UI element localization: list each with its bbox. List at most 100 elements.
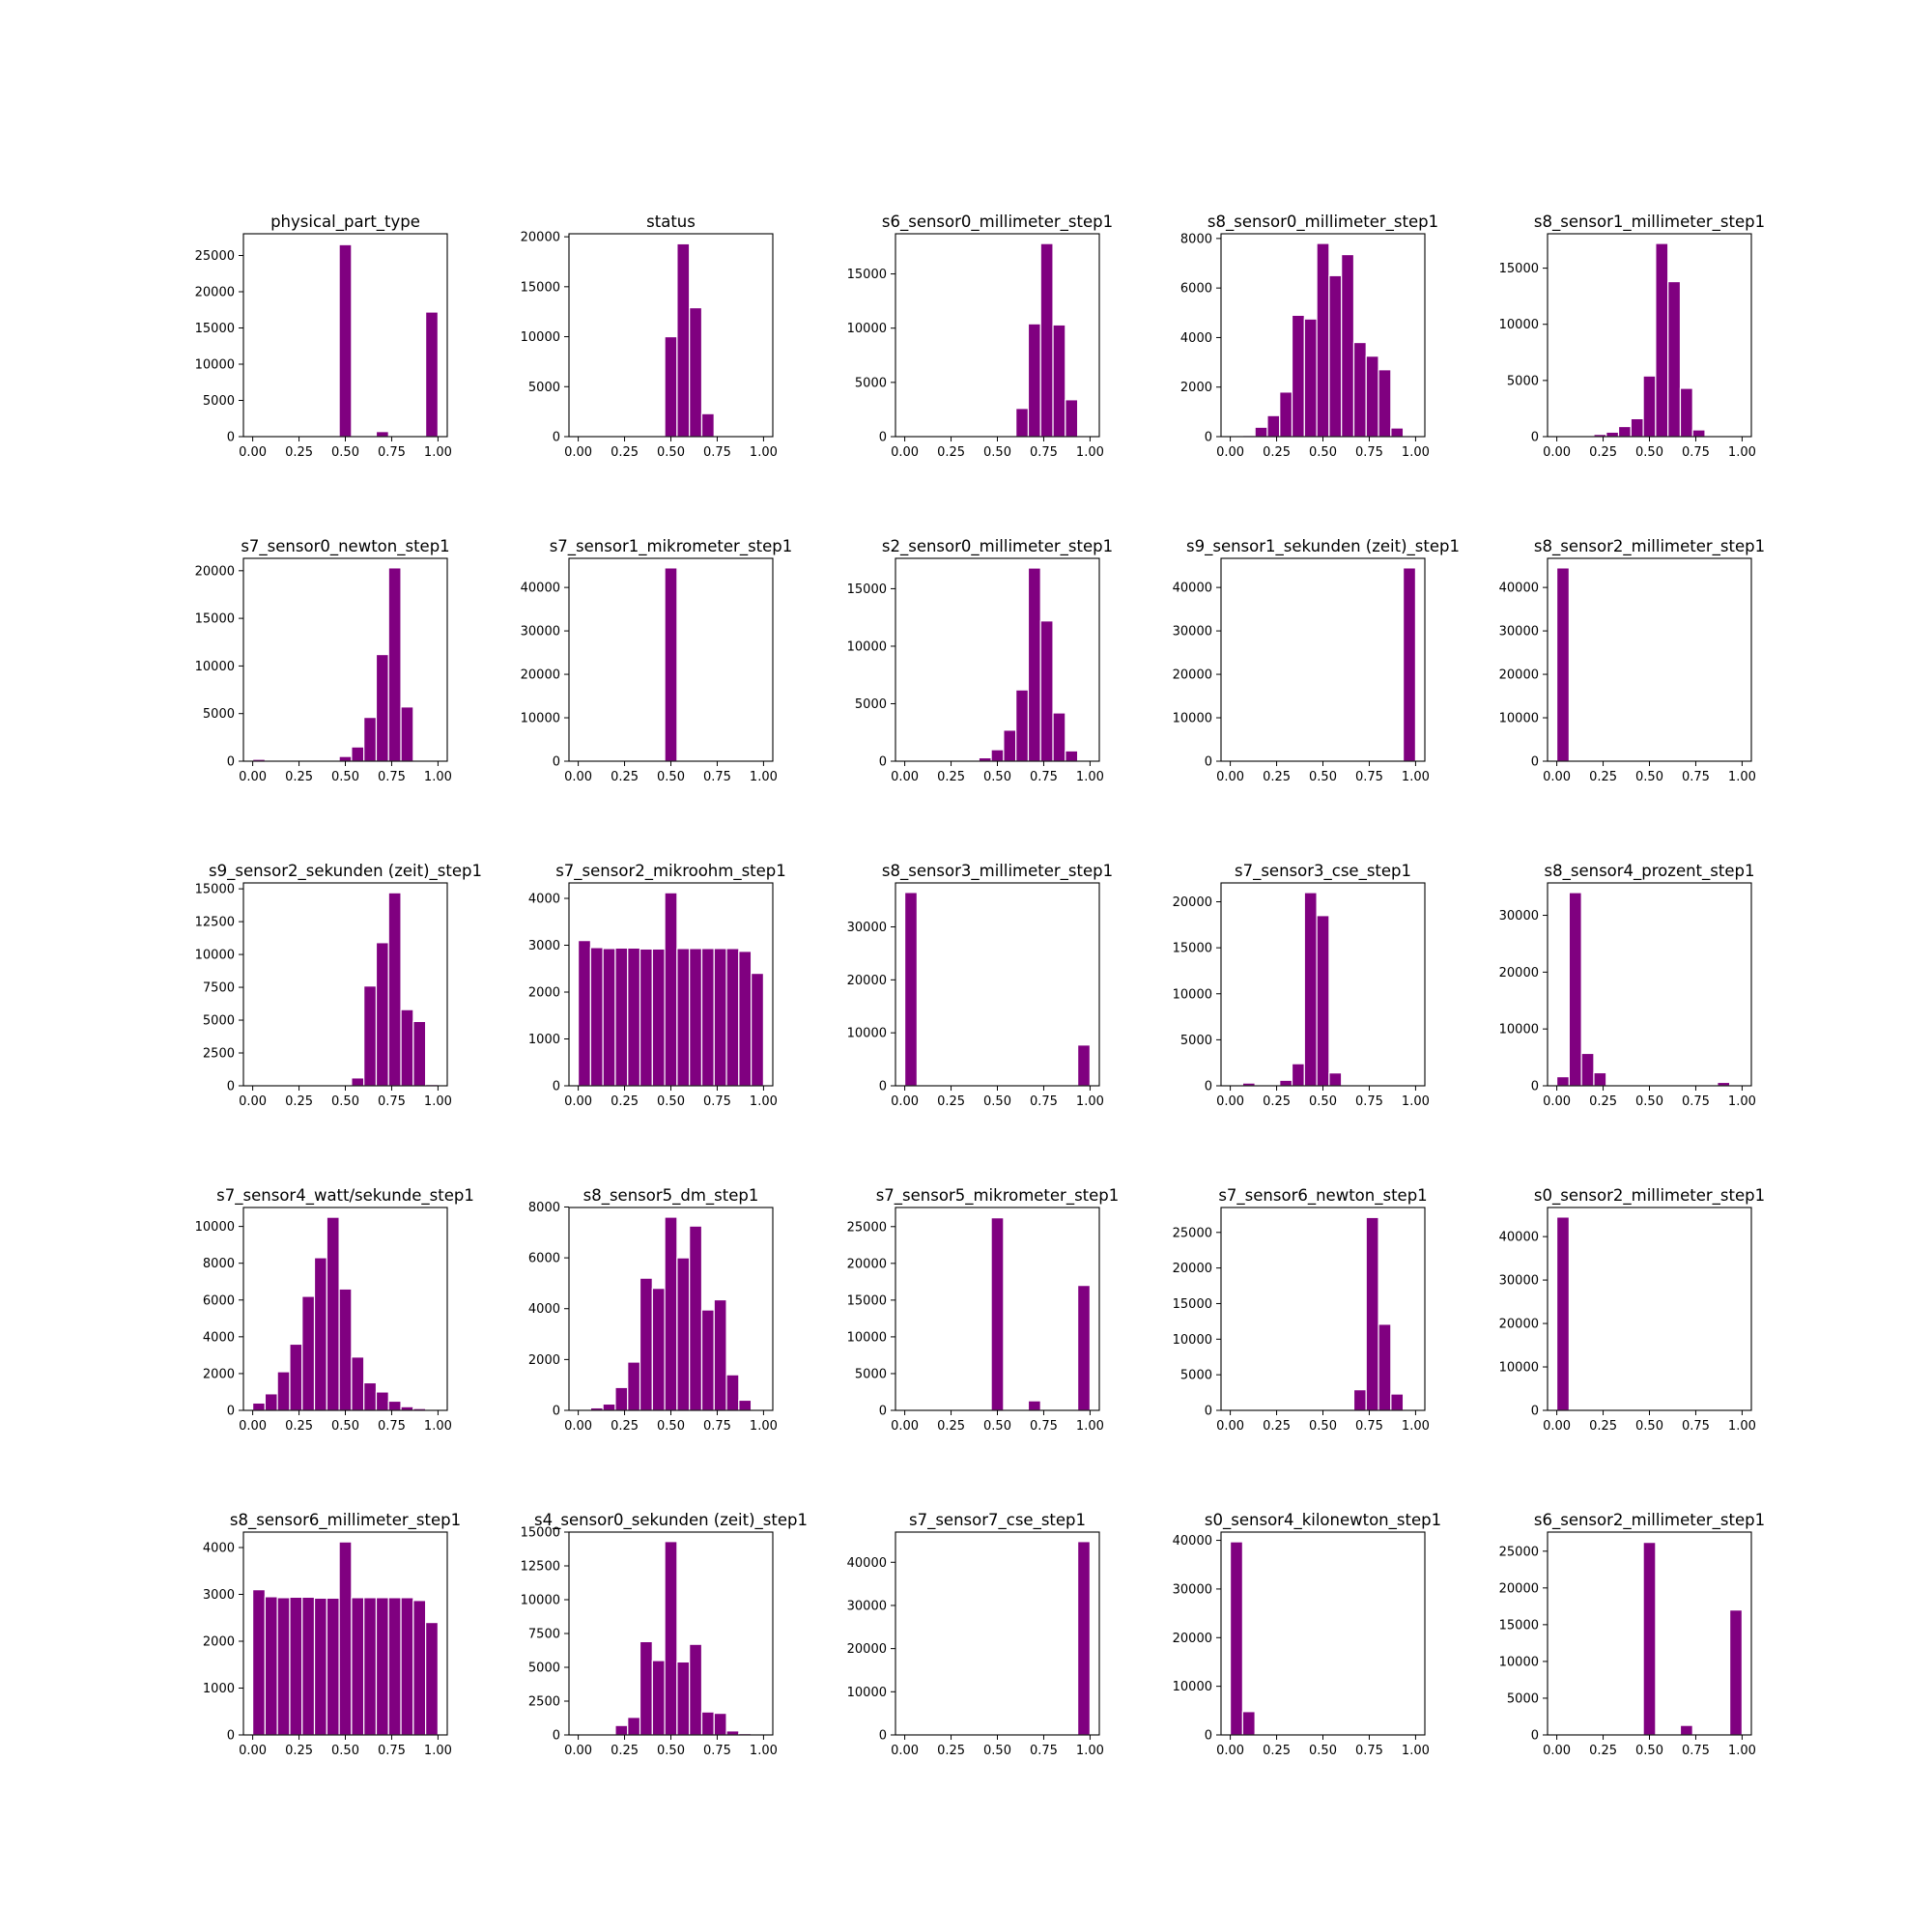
histogram-bar [301, 1295, 316, 1411]
x-tick-label: 1.00 [424, 770, 452, 784]
y-tick-label: 0 [553, 431, 560, 445]
histogram-bar [1679, 387, 1693, 438]
x-tick-label: 0.75 [1355, 445, 1383, 460]
histogram-bar [400, 1009, 414, 1087]
histogram-bar [264, 1393, 278, 1411]
subplot-title: s9_sensor2_sekunden (zeit)_step1 [209, 862, 482, 881]
y-tick-label: 40000 [847, 1556, 887, 1571]
histogram-bar [251, 1402, 266, 1411]
y-tick-label: 40000 [1173, 1534, 1212, 1548]
histogram-panel-24: 0.00 0.25 0.50 0.75 1.00 0 10000 20000 30000 4000… [1173, 1511, 1441, 1758]
x-tick-label: 0.75 [1682, 770, 1710, 784]
histogram-bar [1390, 427, 1405, 438]
histogram-bar [425, 311, 439, 438]
y-tick-label: 4000 [203, 1542, 235, 1556]
histogram-bar [725, 1374, 740, 1411]
y-tick-label: 2000 [528, 1353, 560, 1368]
histogram-bar [400, 1597, 414, 1736]
histogram-bar [700, 1711, 715, 1736]
x-tick-label: 0.25 [1589, 1419, 1617, 1434]
histogram-bar [639, 948, 653, 1087]
x-tick-label: 0.25 [611, 1094, 639, 1109]
y-tick-label: 15000 [847, 268, 887, 282]
y-tick-label: 0 [879, 1405, 887, 1419]
histogram-bar [375, 942, 389, 1087]
histogram-bar [700, 948, 715, 1087]
histogram-panel-15: 0.00 0.25 0.50 0.75 1.00 0 10000 20000 30000 s8_s… [1499, 862, 1756, 1109]
histogram-bar [1580, 1052, 1595, 1087]
y-tick-label: 30000 [847, 921, 887, 935]
histogram-bar [627, 1717, 641, 1736]
histogram-bar [689, 1225, 703, 1411]
x-tick-label: 0.00 [891, 1419, 919, 1434]
histogram-bar [375, 1391, 389, 1411]
x-tick-label: 0.50 [1635, 1744, 1663, 1758]
x-tick-label: 0.75 [1355, 1094, 1383, 1109]
x-tick-label: 0.00 [564, 1419, 592, 1434]
y-tick-label: 0 [879, 1729, 887, 1744]
histogram-panel-19: 0.00 0.25 0.50 0.75 1.00 0 5000 10000 15000 20000… [1173, 1186, 1430, 1434]
y-tick-label: 0 [1205, 1405, 1212, 1419]
histogram-bar [1352, 341, 1367, 438]
histogram-bar [689, 306, 703, 438]
histogram-bar [1015, 408, 1030, 438]
x-tick-label: 0.00 [1216, 770, 1244, 784]
histogram-bar [1077, 1044, 1091, 1087]
histogram-bar [664, 1216, 678, 1411]
y-tick-label: 1000 [528, 1033, 560, 1047]
x-tick-label: 1.00 [1402, 1419, 1430, 1434]
y-tick-label: 30000 [1499, 909, 1539, 923]
y-tick-label: 15000 [1499, 262, 1539, 276]
y-tick-label: 15000 [1499, 1618, 1539, 1633]
y-tick-label: 20000 [1499, 1581, 1539, 1596]
x-tick-label: 1.00 [424, 445, 452, 460]
y-tick-label: 10000 [847, 1330, 887, 1345]
x-tick-label: 0.25 [1589, 770, 1617, 784]
x-tick-label: 0.25 [1589, 1094, 1617, 1109]
histogram-bar [251, 1589, 266, 1736]
x-tick-label: 0.00 [1543, 445, 1571, 460]
y-tick-label: 0 [1205, 755, 1212, 770]
x-tick-label: 0.75 [378, 1094, 406, 1109]
subplot-panels: 0.00 0.25 0.50 0.75 1.0005000100001500020000… [195, 213, 1765, 1758]
y-tick-label: 10000 [521, 330, 560, 345]
x-tick-label: 0.25 [937, 770, 965, 784]
y-tick-label: 8000 [528, 1201, 560, 1215]
histogram-bar [1052, 324, 1066, 438]
subplot-title: s0_sensor2_millimeter_step1 [1534, 1186, 1765, 1206]
y-tick-label: 0 [1531, 1080, 1539, 1094]
x-tick-label: 0.25 [1263, 1744, 1291, 1758]
x-tick-label: 0.50 [1635, 445, 1663, 460]
y-tick-label: 0 [1531, 1729, 1539, 1744]
x-tick-label: 0.75 [378, 770, 406, 784]
y-tick-label: 40000 [521, 582, 560, 596]
y-tick-label: 8000 [1180, 232, 1212, 246]
x-tick-label: 0.75 [1682, 1094, 1710, 1109]
y-tick-label: 40000 [1499, 582, 1539, 596]
y-tick-label: 25000 [1499, 1545, 1539, 1559]
y-tick-label: 10000 [1499, 1361, 1539, 1376]
histogram-bar [651, 1660, 666, 1736]
histogram-bar [1291, 314, 1305, 438]
histogram-bar [738, 1399, 753, 1411]
x-tick-label: 0.75 [1030, 1744, 1058, 1758]
x-tick-label: 0.50 [657, 1419, 685, 1434]
x-tick-label: 0.50 [1635, 1419, 1663, 1434]
histogram-bar [639, 1640, 653, 1736]
histogram-bar [1077, 1541, 1091, 1736]
y-tick-label: 10000 [195, 949, 235, 963]
y-tick-label: 0 [553, 1405, 560, 1419]
y-tick-label: 4000 [528, 1302, 560, 1317]
y-tick-label: 2500 [528, 1695, 560, 1710]
y-tick-label: 10000 [1173, 1333, 1212, 1348]
x-tick-label: 0.75 [703, 770, 731, 784]
histogram-panel-5: 0.00 0.25 0.50 0.75 1.00 0 5000 10000 15000 s8_se… [1499, 213, 1765, 460]
x-tick-label: 0.00 [564, 445, 592, 460]
subplot-title: s0_sensor4_kilonewton_step1 [1205, 1511, 1441, 1530]
y-tick-label: 10000 [195, 1220, 235, 1235]
x-tick-label: 0.25 [1589, 1744, 1617, 1758]
histogram-bar [276, 1597, 291, 1736]
histogram-bar [1303, 892, 1318, 1087]
y-tick-label: 0 [1531, 1405, 1539, 1419]
